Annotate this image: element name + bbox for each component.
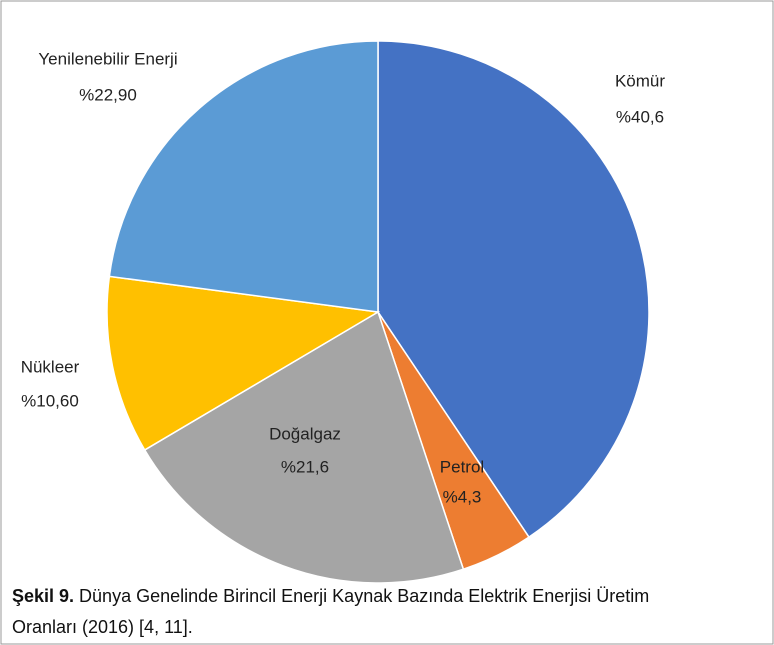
slice-value-label: %21,6 xyxy=(281,457,329,476)
slice-label: Nükleer xyxy=(21,357,80,376)
slice-value-label: %10,60 xyxy=(21,391,79,410)
slice-value-label: %4,3 xyxy=(443,487,482,506)
caption-text: Dünya Genelinde Birincil Enerji Kaynak B… xyxy=(79,586,649,606)
slice-label: Petrol xyxy=(440,457,484,476)
caption-text: Oranları (2016) [4, 11]. xyxy=(12,617,193,637)
slice-value-label: %22,90 xyxy=(79,85,137,104)
slice-label: Yenilenebilir Enerji xyxy=(38,49,177,68)
pie-slice xyxy=(108,40,379,313)
slice-label: Doğalgaz xyxy=(269,424,341,443)
slice-value-label: %40,6 xyxy=(616,107,664,126)
caption-label: Şekil 9. xyxy=(12,586,74,606)
caption-line: Şekil 9. Dünya Genelinde Birincil Enerji … xyxy=(12,586,649,606)
pie-slice xyxy=(143,310,465,584)
pie-slice xyxy=(377,40,650,539)
slice-label: Kömür xyxy=(615,71,665,90)
pie xyxy=(106,40,650,584)
pie-slice xyxy=(106,275,381,451)
